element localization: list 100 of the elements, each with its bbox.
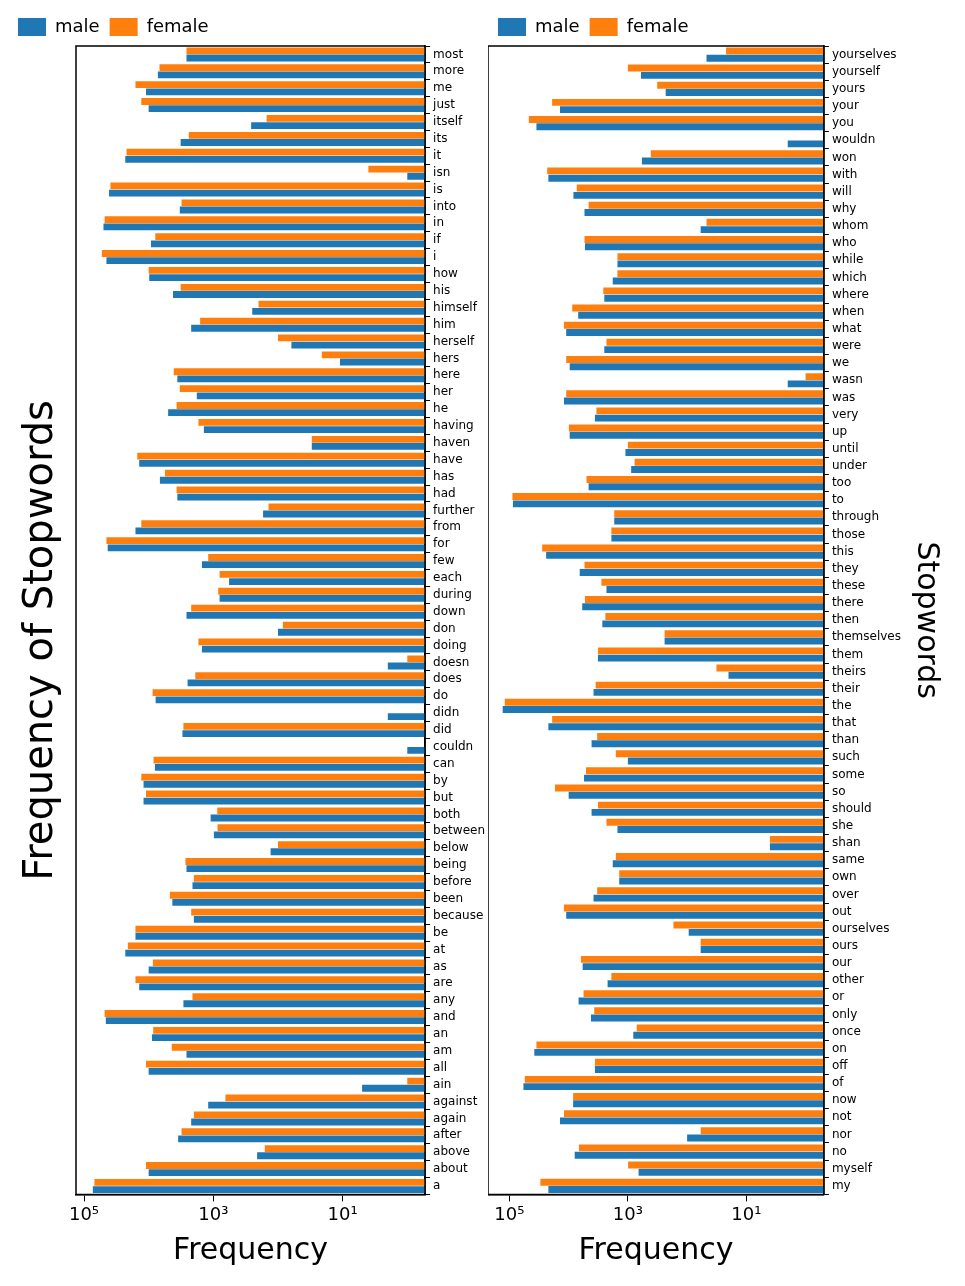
y-tick-label: the: [831, 698, 852, 713]
y-tick-label: her: [433, 384, 454, 399]
y-tick-label: doesn: [433, 654, 470, 669]
y-tick-label: such: [831, 749, 860, 764]
y-tick-label: no: [831, 1143, 847, 1158]
y-tick-label: an: [433, 1026, 449, 1041]
y-tick-label: under: [831, 458, 868, 473]
x-tick-label: 10¹: [327, 1202, 358, 1224]
y-tick-label: i: [433, 249, 437, 264]
y-tick-label: herself: [433, 333, 475, 348]
y-tick-label: she: [831, 818, 854, 833]
y-tick-label: up: [831, 423, 848, 438]
y-tick-label: who: [831, 235, 857, 250]
y-tick-label: he: [433, 401, 449, 416]
y-tick-label: not: [831, 1109, 852, 1124]
y-tick-label: doing: [433, 637, 467, 652]
y-tick-label: some: [831, 766, 865, 781]
y-tick-label: here: [433, 367, 461, 382]
y-tick-label: for: [433, 536, 450, 551]
y-tick-label: what: [831, 320, 862, 335]
y-tick-label: does: [433, 671, 462, 686]
y-tick-label: your: [831, 98, 859, 113]
y-tick-label: didn: [433, 705, 460, 720]
y-tick-label: above: [433, 1144, 470, 1159]
y-tick-label: until: [831, 440, 859, 455]
x-tick-label: 10³: [612, 1202, 643, 1224]
y-tick-label: yourselves: [831, 46, 897, 61]
y-tick-label: most: [433, 46, 464, 61]
y-tick-label: again: [433, 1110, 467, 1125]
y-tick-label: will: [831, 183, 852, 198]
y-tick-label: shan: [831, 835, 861, 850]
y-tick-label: wasn: [831, 372, 863, 387]
x-tick-label: 10⁵: [494, 1202, 525, 1224]
x-tick-label: 10³: [198, 1202, 229, 1224]
y-tick-label: to: [831, 492, 844, 507]
y-tick-label: our: [831, 955, 852, 970]
y-tick-label: couldn: [433, 738, 474, 753]
y-tick-label: between: [433, 823, 485, 838]
y-tick-label: him: [433, 316, 456, 331]
y-tick-label: are: [433, 975, 453, 990]
y-tick-label: at: [433, 941, 446, 956]
y-tick-label: in: [433, 215, 445, 230]
y-tick-label: off: [831, 1057, 849, 1072]
y-tick-label: by: [433, 772, 448, 787]
x-tick-label: 10¹: [731, 1202, 762, 1224]
y-tick-label: had: [433, 485, 456, 500]
y-tick-label: you: [831, 115, 854, 130]
y-tick-label: why: [831, 200, 857, 215]
y-tick-label: wouldn: [831, 132, 876, 147]
y-tick-label: below: [433, 840, 469, 855]
y-tick-label: that: [831, 715, 857, 730]
y-tick-label: where: [831, 286, 869, 301]
y-tick-label: itself: [433, 114, 464, 129]
y-tick-label: they: [831, 560, 859, 575]
y-tick-label: do: [433, 688, 449, 703]
y-tick-label: more: [433, 63, 465, 78]
y-tick-label: all: [433, 1059, 448, 1074]
y-tick-label: their: [831, 680, 860, 695]
y-tick-label: ours: [831, 937, 859, 952]
y-tick-label: while: [831, 252, 864, 267]
y-tick-label: both: [433, 806, 461, 821]
y-tick-label: whom: [831, 218, 869, 233]
y-tick-label: from: [433, 519, 462, 534]
y-tick-label: yourself: [831, 63, 881, 78]
y-tick-label: has: [433, 468, 455, 483]
y-tick-label: it: [433, 147, 442, 162]
y-tick-label: should: [831, 800, 872, 815]
y-tick-label: isn: [433, 164, 451, 179]
y-tick-label: a: [433, 1178, 441, 1193]
y-tick-label: then: [831, 612, 860, 627]
y-tick-label: me: [433, 80, 453, 95]
y-tick-label: did: [433, 722, 452, 737]
y-tick-label: if: [433, 232, 442, 247]
y-tick-label: when: [831, 303, 865, 318]
y-tick-label: his: [433, 283, 451, 297]
y-tick-label: was: [831, 389, 856, 404]
y-tick-label: about: [433, 1161, 469, 1176]
y-tick-label: any: [433, 992, 456, 1007]
y-tick-label: over: [831, 886, 859, 901]
y-tick-label: out: [831, 903, 852, 918]
y-tick-label: have: [433, 451, 463, 466]
y-tick-label: can: [433, 755, 455, 770]
y-tick-label: theirs: [831, 663, 867, 678]
y-tick-label: its: [433, 131, 448, 146]
y-tick-label: am: [433, 1042, 453, 1057]
y-tick-label: been: [433, 890, 464, 905]
y-tick-label: so: [831, 783, 846, 798]
y-tick-label: how: [433, 266, 459, 281]
y-tick-label: each: [433, 570, 463, 585]
y-tick-label: because: [433, 907, 484, 922]
y-tick-label: on: [831, 1040, 847, 1055]
y-tick-label: being: [433, 857, 467, 872]
legend-label: male: [535, 14, 580, 36]
y-tick-label: during: [433, 586, 472, 601]
y-tick-label: haven: [433, 435, 471, 449]
legend-label: female: [146, 14, 209, 36]
y-tick-label: into: [433, 198, 457, 213]
y-tick-label: ain: [433, 1076, 452, 1091]
y-tick-label: but: [433, 789, 454, 804]
y-tick-label: my: [831, 1177, 851, 1192]
